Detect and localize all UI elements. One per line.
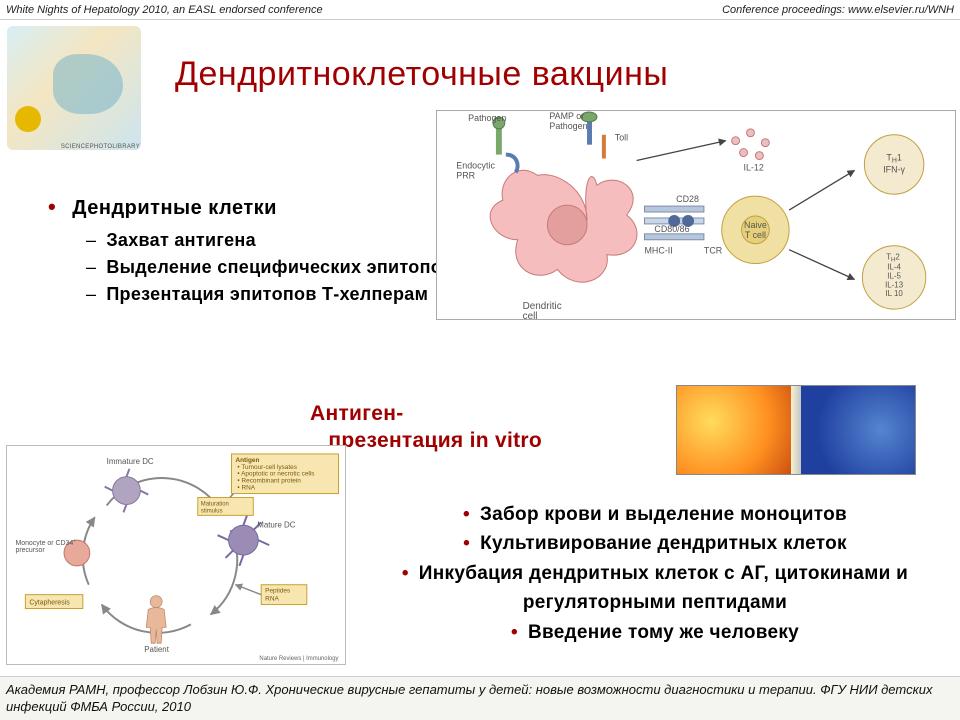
dc-cycle-diagram: Immature DC Monocyte or CD34+precursor M… — [6, 445, 346, 665]
header-bar: White Nights of Hepatology 2010, an EASL… — [0, 0, 960, 20]
bullets-procedure: Забор крови и выделение моноцитов Культи… — [370, 500, 940, 647]
svg-text:Mature DC: Mature DC — [257, 520, 296, 529]
list2-2: Инкубация дендритных клеток с АГ, цитоки… — [370, 559, 940, 618]
footer-credits: Академия РАМН, профессор Лобзин Ю.Ф. Хро… — [0, 676, 960, 720]
svg-text:Toll: Toll — [615, 133, 628, 143]
svg-text:TCR: TCR — [704, 246, 723, 256]
mid-line2: презентация in vitro — [328, 429, 542, 452]
svg-text:Dendriticcell: Dendriticcell — [523, 301, 562, 319]
dendritic-cell-diagram: Dendriticcell Pathogen EndocyticPRR PAMP… — [436, 110, 956, 320]
list1-sub-1: Выделение специфических эпитопов — [86, 254, 453, 281]
svg-text:IL-12: IL-12 — [744, 162, 764, 172]
svg-text:NaiveT cell: NaiveT cell — [744, 220, 767, 240]
list2-1: Культивирование дендритных клеток — [370, 529, 940, 558]
bullets-dendritic-cells: Дендритные клетки Захват антигена Выделе… — [48, 190, 453, 308]
slide-title: Дендритноклеточные вакцины — [175, 55, 668, 94]
svg-text:Patient: Patient — [144, 645, 169, 654]
mid-line1: Антиген- — [310, 402, 404, 425]
svg-text:TH2 IL-4IL-5IL-13IL 10: TH2 IL-4IL-5IL-13IL 10 — [885, 253, 904, 299]
header-right: Conference proceedings: www.elsevier.ru/… — [722, 4, 954, 16]
svg-text:MHC-II: MHC-II — [644, 246, 672, 256]
header-left: White Nights of Hepatology 2010, an EASL… — [6, 4, 323, 16]
svg-text:Cytapheresis: Cytapheresis — [29, 600, 70, 607]
svg-text:EndocyticPRR: EndocyticPRR — [456, 160, 495, 180]
list1-sub-0: Захват антигена — [86, 227, 453, 254]
list1-head: Дендритные клетки — [72, 197, 277, 219]
list1-sub-2: Презентация эпитопов Т-хелперам — [86, 281, 453, 308]
svg-text:CD28: CD28 — [676, 194, 699, 204]
color-cells-image — [676, 385, 916, 475]
svg-text:CD80/86: CD80/86 — [654, 224, 689, 234]
list2-3: Введение тому же человеку — [370, 618, 940, 647]
svg-text:PAMP orPathogen: PAMP orPathogen — [549, 111, 587, 131]
svg-text:Immature DC: Immature DC — [107, 457, 154, 466]
list2-0: Забор крови и выделение моноцитов — [370, 500, 940, 529]
svg-text:Nature Reviews | Immunology: Nature Reviews | Immunology — [259, 656, 338, 662]
label-pathogen: Pathogen — [468, 113, 506, 123]
upper-region: Дендритные клетки Захват антигена Выделе… — [0, 110, 960, 350]
